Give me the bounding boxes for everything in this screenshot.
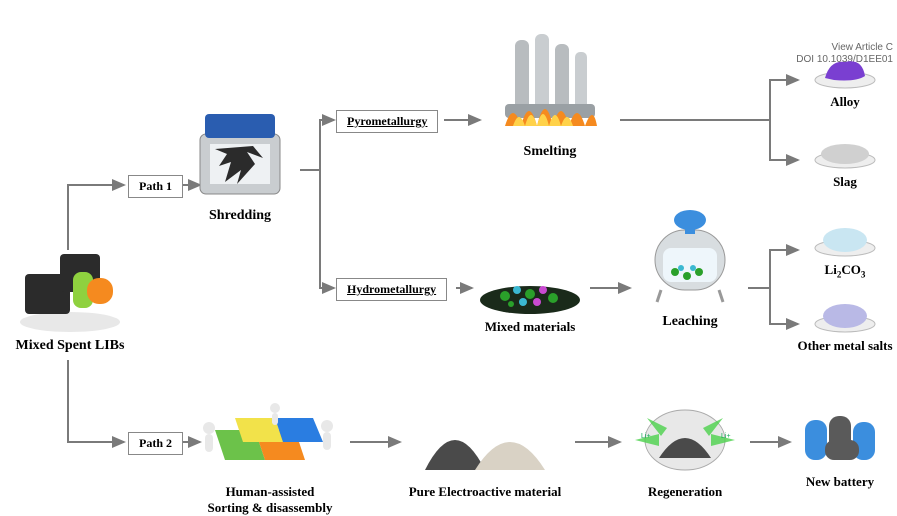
edge [68,185,124,250]
node-sorting: Human-assisted Sorting & disassembly [190,400,350,516]
node-pure-electroactive: Pure Electroactive material [395,400,575,500]
node-alloy: Alloy [800,50,890,110]
node-new-battery: New battery [790,400,890,490]
node-smelting: Smelting [480,30,620,160]
svg-text:Li+: Li+ [641,433,651,440]
caption-leaching: Leaching [662,314,717,330]
node-li2co3: Li2CO3 [800,218,890,280]
leaching-tank-icon [635,200,745,310]
edge [68,360,124,442]
caption-smelting: Smelting [524,144,577,160]
caption-sorting-1: Human-assisted [226,484,315,500]
caption-pure-electroactive: Pure Electroactive material [409,484,562,500]
caption-sorting-2: Sorting & disassembly [208,500,333,516]
node-slag: Slag [800,130,890,190]
powder-piles-icon [405,400,565,480]
edge [620,80,798,120]
edge [300,120,334,170]
caption-slag: Slag [833,174,857,190]
caption-mixed-spent-libs: Mixed Spent LIBs [16,338,125,354]
edge [770,120,798,160]
label-path-2: Path 2 [128,432,183,455]
caption-new-battery: New battery [806,474,874,490]
node-regeneration: Li+ Li+ Regeneration [620,400,750,500]
node-mixed-spent-libs: Mixed Spent LIBs [10,244,130,354]
new-battery-icon [795,400,885,470]
slag-icon [810,130,880,170]
mixed-materials-icon [475,260,585,315]
caption-alloy: Alloy [830,94,860,110]
label-hydrometallurgy: Hydrometallurgy [336,278,447,301]
node-mixed-materials: Mixed materials [470,260,590,335]
edge [320,170,334,288]
svg-text:Li+: Li+ [721,433,731,440]
label-path-1: Path 1 [128,175,183,198]
salts-icon [810,294,880,334]
caption-other-metal-salts: Other metal salts [797,338,892,354]
caption-shredding: Shredding [209,208,271,224]
caption-li2co3: Li2CO3 [825,262,866,280]
sorting-icon [195,400,345,480]
shredder-icon [185,104,295,204]
node-other-metal-salts: Other metal salts [790,294,897,354]
node-leaching: Leaching [630,200,750,330]
caption-mixed-materials: Mixed materials [485,319,576,335]
label-pyrometallurgy: Pyrometallurgy [336,110,438,133]
node-shredding: Shredding [180,104,300,224]
alloy-icon [810,50,880,90]
li2co3-icon [810,218,880,258]
caption-regeneration: Regeneration [648,484,722,500]
regeneration-icon: Li+ Li+ [625,400,745,480]
libs-icon [15,244,125,334]
smelting-icon [485,30,615,140]
edge [748,250,798,288]
